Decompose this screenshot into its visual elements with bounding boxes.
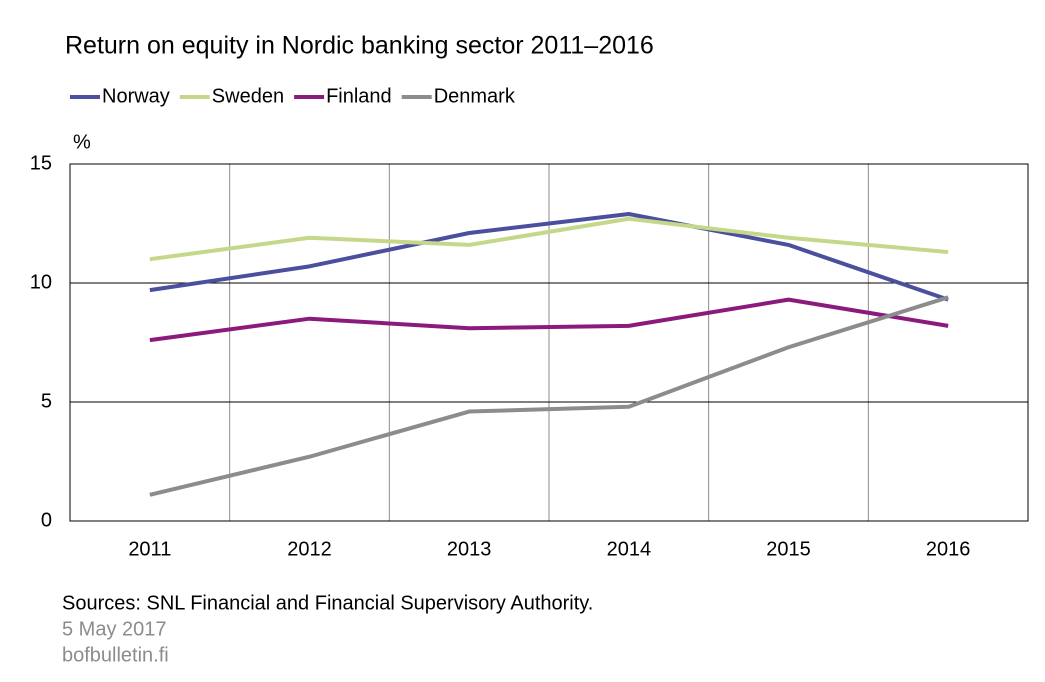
chart-title: Return on equity in Nordic banking secto… <box>65 32 654 60</box>
series-line <box>149 216 949 262</box>
legend-label: Norway <box>102 85 170 107</box>
y-axis-label: % <box>73 131 91 153</box>
y-tick-label: 5 <box>41 390 52 412</box>
y-tick-label: 15 <box>30 152 52 174</box>
date: 5 May 2017 <box>62 618 167 640</box>
source: Sources: SNL Financial and Financial Sup… <box>62 592 593 614</box>
plot-border <box>69 163 1029 522</box>
x-tick-label: 2015 <box>766 538 811 560</box>
x-tick-label: 2016 <box>926 538 971 560</box>
website: bofbulletin.fi <box>62 644 169 666</box>
series-line <box>149 295 949 497</box>
legend-label: Denmark <box>434 85 516 107</box>
x-tick-label: 2014 <box>607 538 652 560</box>
legend-label: Finland <box>326 85 392 107</box>
series-line <box>149 211 949 302</box>
x-tick-label: 2011 <box>128 538 171 560</box>
y-tick-label: 10 <box>30 271 52 293</box>
x-tick-label: 2013 <box>447 538 492 560</box>
series-line <box>149 297 949 343</box>
legend-label: Sweden <box>212 85 284 107</box>
y-tick-label: 0 <box>41 509 52 531</box>
x-tick-label: 2012 <box>287 538 332 560</box>
